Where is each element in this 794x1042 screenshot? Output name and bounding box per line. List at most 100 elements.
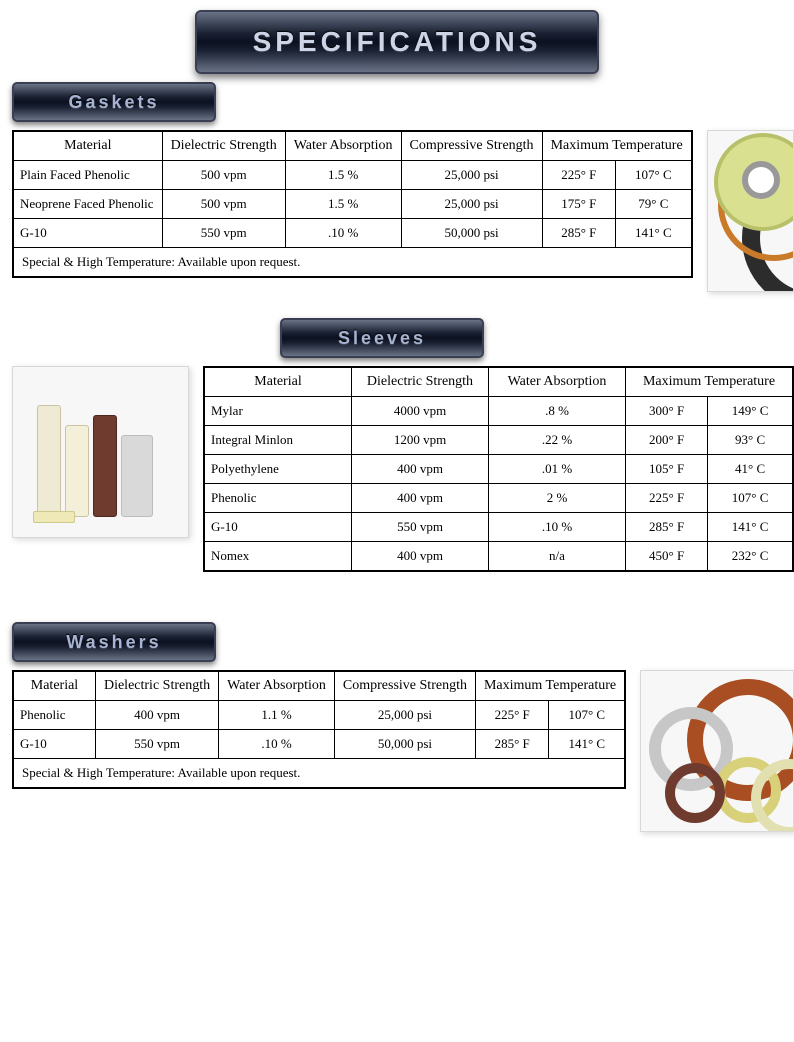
table-row: Phenolic 400 vpm 2 % 225° F 107° C bbox=[204, 484, 793, 513]
cell-temp-c: 232° C bbox=[708, 542, 793, 572]
cell-dielectric: 1200 vpm bbox=[352, 426, 489, 455]
table-footnote-row: Special & High Temperature: Available up… bbox=[13, 248, 692, 278]
washers-section: Washers Material Dielectric Strength Wat… bbox=[12, 622, 794, 832]
sleeves-table: Material Dielectric Strength Water Absor… bbox=[203, 366, 794, 572]
gaskets-table: Material Dielectric Strength Water Absor… bbox=[12, 130, 693, 278]
gaskets-footnote: Special & High Temperature: Available up… bbox=[13, 248, 692, 278]
washers-heading: Washers bbox=[12, 622, 216, 662]
col-max-temp: Maximum Temperature bbox=[475, 671, 625, 701]
col-material: Material bbox=[13, 671, 95, 701]
cell-compressive: 50,000 psi bbox=[401, 219, 542, 248]
cell-temp-f: 300° F bbox=[626, 397, 708, 426]
cell-dielectric: 550 vpm bbox=[162, 219, 285, 248]
table-row: Neoprene Faced Phenolic 500 vpm 1.5 % 25… bbox=[13, 190, 692, 219]
cell-temp-c: 149° C bbox=[708, 397, 793, 426]
cell-temp-c: 141° C bbox=[708, 513, 793, 542]
table-row: G-10 550 vpm .10 % 50,000 psi 285° F 141… bbox=[13, 730, 625, 759]
cell-dielectric: 400 vpm bbox=[352, 455, 489, 484]
col-water: Water Absorption bbox=[285, 131, 401, 161]
table-header-row: Material Dielectric Strength Water Absor… bbox=[204, 367, 793, 397]
cell-material: Integral Minlon bbox=[204, 426, 352, 455]
cell-temp-c: 141° C bbox=[616, 219, 692, 248]
cell-dielectric: 550 vpm bbox=[95, 730, 218, 759]
col-compressive: Compressive Strength bbox=[401, 131, 542, 161]
cell-material: Polyethylene bbox=[204, 455, 352, 484]
cell-temp-c: 79° C bbox=[616, 190, 692, 219]
cell-material: G-10 bbox=[13, 219, 162, 248]
cell-dielectric: 4000 vpm bbox=[352, 397, 489, 426]
cell-temp-c: 107° C bbox=[549, 701, 625, 730]
sleeves-heading: Sleeves bbox=[280, 318, 484, 358]
col-water: Water Absorption bbox=[489, 367, 626, 397]
cell-water: .8 % bbox=[489, 397, 626, 426]
col-material: Material bbox=[13, 131, 162, 161]
washers-footnote: Special & High Temperature: Available up… bbox=[13, 759, 625, 789]
table-row: G-10 550 vpm .10 % 50,000 psi 285° F 141… bbox=[13, 219, 692, 248]
col-dielectric: Dielectric Strength bbox=[95, 671, 218, 701]
cell-material: Nomex bbox=[204, 542, 352, 572]
gaskets-image bbox=[707, 130, 794, 292]
cell-dielectric: 550 vpm bbox=[352, 513, 489, 542]
col-max-temp: Maximum Temperature bbox=[626, 367, 794, 397]
cell-compressive: 50,000 psi bbox=[334, 730, 475, 759]
cell-material: Plain Faced Phenolic bbox=[13, 161, 162, 190]
cell-water: .22 % bbox=[489, 426, 626, 455]
cell-temp-f: 200° F bbox=[626, 426, 708, 455]
cell-temp-c: 41° C bbox=[708, 455, 793, 484]
page-title-banner: SPECIFICATIONS bbox=[195, 10, 599, 74]
cell-material: G-10 bbox=[204, 513, 352, 542]
cell-temp-f: 285° F bbox=[542, 219, 615, 248]
cell-water: 1.5 % bbox=[285, 190, 401, 219]
col-max-temp: Maximum Temperature bbox=[542, 131, 692, 161]
washers-table: Material Dielectric Strength Water Absor… bbox=[12, 670, 626, 789]
cell-material: G-10 bbox=[13, 730, 95, 759]
cell-material: Mylar bbox=[204, 397, 352, 426]
cell-temp-c: 107° C bbox=[616, 161, 692, 190]
cell-water: .10 % bbox=[489, 513, 626, 542]
cell-water: 1.1 % bbox=[219, 701, 335, 730]
cell-compressive: 25,000 psi bbox=[401, 161, 542, 190]
table-row: Integral Minlon 1200 vpm .22 % 200° F 93… bbox=[204, 426, 793, 455]
cell-temp-f: 225° F bbox=[475, 701, 548, 730]
cell-water: 2 % bbox=[489, 484, 626, 513]
cell-material: Neoprene Faced Phenolic bbox=[13, 190, 162, 219]
col-compressive: Compressive Strength bbox=[334, 671, 475, 701]
cell-dielectric: 500 vpm bbox=[162, 161, 285, 190]
cell-temp-f: 285° F bbox=[475, 730, 548, 759]
cell-temp-f: 225° F bbox=[626, 484, 708, 513]
table-row: Nomex 400 vpm n/a 450° F 232° C bbox=[204, 542, 793, 572]
table-header-row: Material Dielectric Strength Water Absor… bbox=[13, 671, 625, 701]
gaskets-heading: Gaskets bbox=[12, 82, 216, 122]
cell-temp-f: 175° F bbox=[542, 190, 615, 219]
cell-temp-f: 225° F bbox=[542, 161, 615, 190]
col-water: Water Absorption bbox=[219, 671, 335, 701]
cell-water: .10 % bbox=[219, 730, 335, 759]
sleeves-image bbox=[12, 366, 189, 538]
cell-temp-c: 141° C bbox=[549, 730, 625, 759]
cell-compressive: 25,000 psi bbox=[334, 701, 475, 730]
cell-dielectric: 400 vpm bbox=[95, 701, 218, 730]
cell-water: .01 % bbox=[489, 455, 626, 484]
table-row: Plain Faced Phenolic 500 vpm 1.5 % 25,00… bbox=[13, 161, 692, 190]
col-dielectric: Dielectric Strength bbox=[162, 131, 285, 161]
gaskets-section: Gaskets Material Dielectric Strength Wat… bbox=[12, 82, 794, 292]
cell-water: n/a bbox=[489, 542, 626, 572]
table-row: Mylar 4000 vpm .8 % 300° F 149° C bbox=[204, 397, 793, 426]
table-header-row: Material Dielectric Strength Water Absor… bbox=[13, 131, 692, 161]
cell-dielectric: 400 vpm bbox=[352, 542, 489, 572]
cell-material: Phenolic bbox=[204, 484, 352, 513]
cell-temp-f: 450° F bbox=[626, 542, 708, 572]
table-row: Phenolic 400 vpm 1.1 % 25,000 psi 225° F… bbox=[13, 701, 625, 730]
cell-temp-f: 285° F bbox=[626, 513, 708, 542]
cell-temp-c: 107° C bbox=[708, 484, 793, 513]
cell-dielectric: 500 vpm bbox=[162, 190, 285, 219]
cell-material: Phenolic bbox=[13, 701, 95, 730]
cell-water: 1.5 % bbox=[285, 161, 401, 190]
col-dielectric: Dielectric Strength bbox=[352, 367, 489, 397]
cell-temp-f: 105° F bbox=[626, 455, 708, 484]
cell-dielectric: 400 vpm bbox=[352, 484, 489, 513]
cell-water: .10 % bbox=[285, 219, 401, 248]
table-footnote-row: Special & High Temperature: Available up… bbox=[13, 759, 625, 789]
washers-image bbox=[640, 670, 794, 832]
table-row: Polyethylene 400 vpm .01 % 105° F 41° C bbox=[204, 455, 793, 484]
